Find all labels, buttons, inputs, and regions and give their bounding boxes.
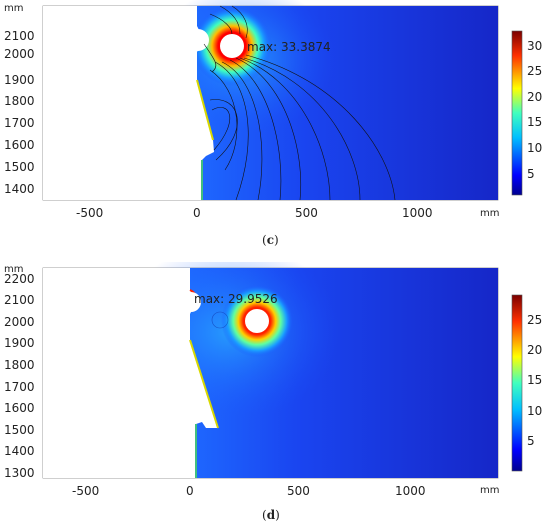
- plot-d-ytick: 1700: [4, 380, 35, 394]
- plot-d-ytick: 1800: [4, 358, 35, 372]
- plot-c-max-label: max: 33.3874: [247, 40, 331, 54]
- plot-d-x-axis: -500 0 500 1000 mm: [72, 484, 499, 498]
- plot-c-colorbar: 30 25 20 15 10 5: [511, 30, 542, 196]
- plot-c-domain-cutout: [43, 6, 214, 200]
- plot-d-ytick: 2000: [4, 315, 35, 329]
- plot-d-ytick: 1300: [4, 466, 35, 480]
- plot-c-ytick: 1700: [4, 116, 35, 130]
- plot-c-unit-x: mm: [480, 208, 499, 219]
- plot-d-conductor-2: [245, 309, 269, 333]
- plot-d-colorbar: 25 20 15 10 5: [511, 294, 542, 472]
- plot-c-y-axis: mm 2100 2000 1900 1800 1700 1600 1500 14…: [4, 3, 35, 196]
- plot-d-ytick: 1600: [4, 401, 35, 415]
- plot-c-xtick: 500: [295, 206, 318, 220]
- plot-d-xtick: 1000: [395, 484, 426, 498]
- caption-c: (c): [262, 233, 279, 247]
- plot-c-xtick: 1000: [402, 206, 433, 220]
- plot-d-max-label: max: 29.9526: [194, 292, 278, 306]
- plot-d-xtick: -500: [72, 484, 99, 498]
- plot-c-ytick: 2000: [4, 47, 35, 61]
- plot-d-y-axis: mm 2200 2100 2000 1900 1800 1700 1600 15…: [4, 264, 35, 480]
- plot-c-cbar-tick: 15: [527, 115, 542, 129]
- plot-d-unit-x: mm: [480, 485, 499, 496]
- plot-d-ytick: 1400: [4, 444, 35, 458]
- plot-d-cbar-tick: 20: [527, 343, 542, 357]
- plot-c-cbar-tick: 30: [527, 39, 542, 53]
- plot-c-unit-top: mm: [4, 3, 23, 14]
- plot-d-conductor-1: [181, 292, 201, 312]
- plot-c-x-axis: -500 0 500 1000 mm: [76, 206, 499, 220]
- plot-d-cbar-tick: 15: [527, 373, 542, 387]
- plot-d-cbar-tick: 5: [527, 434, 535, 448]
- plot-c-cbar-tick: 5: [527, 167, 535, 181]
- plot-c-cbar-tick: 25: [527, 64, 542, 78]
- plot-d-domain-cutout: [43, 268, 218, 478]
- caption-c-letter: c: [266, 233, 274, 247]
- plot-d-unit-top: mm: [4, 264, 23, 275]
- plot-d-ytick: 1500: [4, 423, 35, 437]
- plot-c-xtick: -500: [76, 206, 103, 220]
- plot-c-ytick: 1600: [4, 138, 35, 152]
- plot-c-xtick: 0: [193, 206, 201, 220]
- plot-c-ytick: 1900: [4, 73, 35, 87]
- plot-c-cbar-tick: 20: [527, 90, 542, 104]
- plot-panel-c: mm 2100 2000 1900 1800 1700 1600 1500 14…: [0, 0, 550, 232]
- plot-c-ytick: 1800: [4, 94, 35, 108]
- plot-d-ytick: 1900: [4, 336, 35, 350]
- plot-d-xtick: 500: [287, 484, 310, 498]
- plot-d-svg: mm 2200 2100 2000 1900 1800 1700 1600 15…: [4, 242, 542, 498]
- plot-c-svg: mm 2100 2000 1900 1800 1700 1600 1500 14…: [4, 0, 542, 220]
- plot-c-conductor-2: [220, 34, 244, 58]
- plot-c-ytick: 2100: [4, 29, 35, 43]
- caption-d: (d): [262, 508, 280, 522]
- plot-c-ytick: 1500: [4, 160, 35, 174]
- plot-c-conductor-1: [187, 29, 209, 51]
- plot-d-ytick: 2100: [4, 293, 35, 307]
- plot-c-ytick: 1400: [4, 182, 35, 196]
- plot-panel-d: mm 2200 2100 2000 1900 1800 1700 1600 15…: [0, 242, 550, 502]
- plot-d-cbar-tick: 25: [527, 313, 542, 327]
- plot-d-xtick: 0: [186, 484, 194, 498]
- caption-d-letter: d: [266, 508, 276, 522]
- plot-d-ytick: 2200: [4, 272, 35, 286]
- plot-d-cbar-tick: 10: [527, 404, 542, 418]
- plot-c-cbar-tick: 10: [527, 141, 542, 155]
